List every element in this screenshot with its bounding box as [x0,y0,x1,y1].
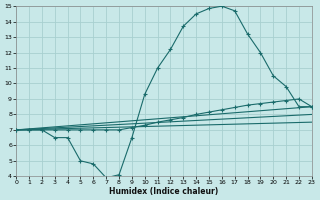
X-axis label: Humidex (Indice chaleur): Humidex (Indice chaleur) [109,187,219,196]
